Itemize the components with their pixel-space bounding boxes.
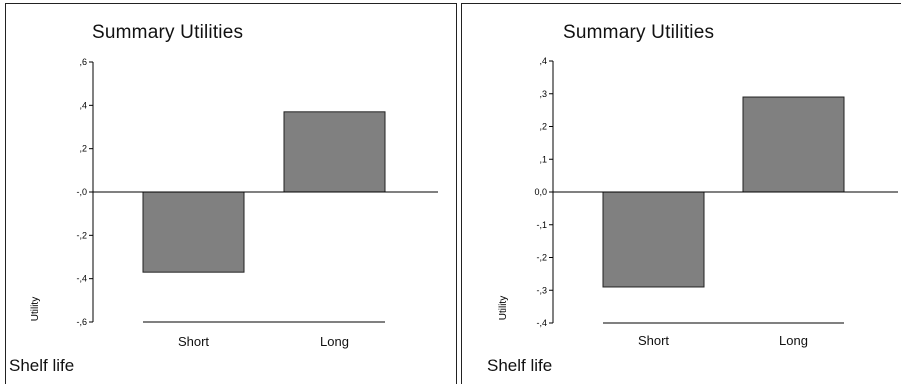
- y-tick-label: ,2: [79, 144, 87, 154]
- y-axis-label: Utility: [498, 296, 509, 320]
- x-category-label: Long: [779, 333, 808, 348]
- y-axis-label: Utility: [30, 297, 41, 321]
- y-tick-label: ,4: [539, 56, 547, 66]
- y-tick-label: -,3: [536, 285, 547, 295]
- y-tick-label: ,1: [539, 154, 547, 164]
- y-tick-label: ,6: [79, 57, 87, 67]
- y-tick-label: -,6: [76, 317, 87, 327]
- chart-title: Summary Utilities: [92, 22, 244, 43]
- chart-title: Summary Utilities: [563, 22, 715, 43]
- x-category-label: Short: [178, 334, 209, 349]
- y-tick-label: -,4: [536, 318, 547, 328]
- bar-long: [742, 96, 845, 193]
- chart-plot: ,6 ,4 ,2 -,0 -,2 -,4 -,6 Short Long Utility: [30, 57, 438, 349]
- bar-short: [142, 191, 245, 273]
- bar-long: [283, 111, 386, 193]
- y-tick-label: -,2: [76, 230, 87, 240]
- y-tick-label: ,2: [539, 122, 547, 132]
- footer-label: Shelf life: [487, 356, 553, 375]
- y-tick-label: -,4: [76, 274, 87, 284]
- chart-panel-right: Summary Utilities ,4 ,3 ,2 ,1 0,0 -,1 -,2 -,3 -,…: [461, 3, 901, 384]
- chart-plot: ,4 ,3 ,2 ,1 0,0 -,1 -,2 -,3 -,4 Short Long Utility: [498, 56, 898, 348]
- y-tick-label: -,2: [536, 253, 547, 263]
- y-tick-label: 0,0: [534, 187, 547, 197]
- bar-short: [602, 191, 705, 288]
- chart-panel-left: Summary Utilities ,6 ,4 ,2 -,0 -,2 -,4 -,6 Shor…: [5, 3, 457, 384]
- x-category-label: Long: [320, 334, 349, 349]
- y-tick-label: -,1: [536, 220, 547, 230]
- y-tick-label: ,4: [79, 100, 87, 110]
- x-category-label: Short: [638, 333, 669, 348]
- y-tick-label: -,0: [76, 187, 87, 197]
- y-tick-label: ,3: [539, 89, 547, 99]
- footer-label: Shelf life: [9, 356, 75, 375]
